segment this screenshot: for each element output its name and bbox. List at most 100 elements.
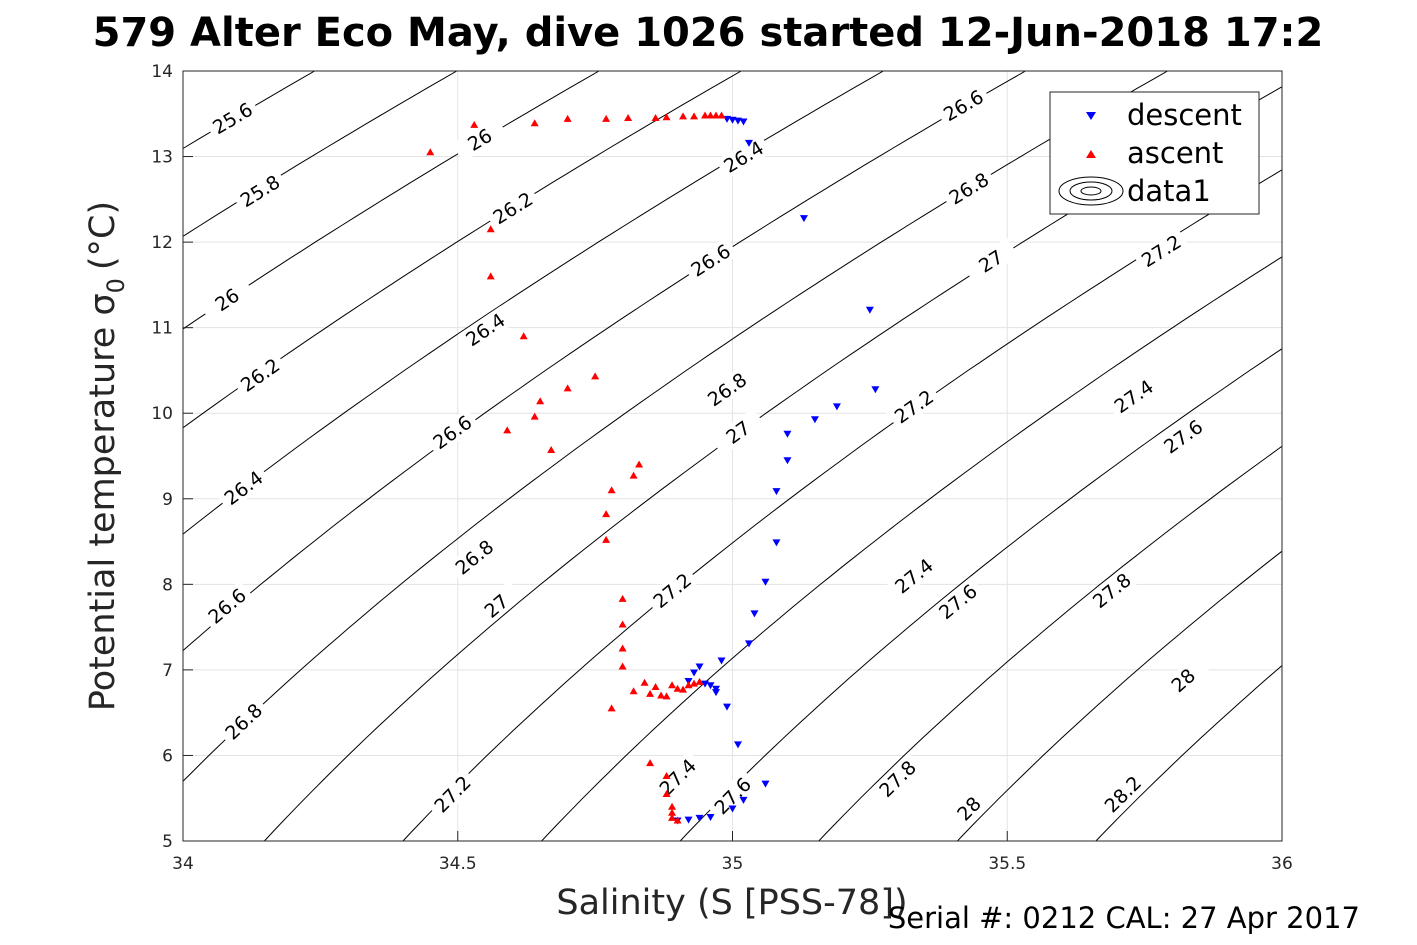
ascent-point [646, 689, 655, 697]
contour-label-bg [699, 365, 755, 414]
ascent-point [635, 460, 644, 468]
legend-data1-label: data1 [1127, 174, 1211, 208]
ascent-point [629, 687, 638, 695]
contour-line [1095, 664, 1282, 841]
contour-label-bg [886, 382, 942, 431]
ascent-point [651, 114, 660, 122]
x-tick-label: 35.5 [988, 854, 1026, 874]
ascent-point [668, 808, 677, 816]
contour-label-bg [1096, 767, 1149, 821]
x-axis-ticks: 34 34.5 35 35.5 36 [172, 831, 1293, 874]
contour-line [183, 71, 316, 150]
contour-line [183, 71, 458, 237]
contour-label-bg [715, 133, 772, 180]
descent-point [733, 117, 742, 125]
contour-label-bg [1133, 227, 1189, 274]
ascent-point [706, 111, 715, 119]
ascent-point [618, 620, 627, 628]
ascent-point [607, 486, 616, 494]
contour-label-bg [216, 463, 271, 513]
legend-descent-label: descent [1127, 98, 1242, 132]
ascent-point [651, 683, 660, 690]
ascent-point [547, 446, 556, 454]
descent-point [739, 118, 748, 126]
y-axis-label-subscript: 0 [102, 278, 130, 293]
ascent-point [657, 691, 666, 699]
descent-point [733, 741, 742, 749]
contour-line [818, 445, 1282, 841]
ascent-point [607, 704, 616, 712]
descent-point [810, 416, 819, 424]
descent-point [717, 657, 726, 665]
descent-point [783, 430, 792, 438]
contour-label-bg [232, 350, 288, 399]
x-tick-label: 34.5 [439, 854, 477, 874]
ascent-point [519, 332, 528, 340]
descent-point [865, 306, 874, 314]
contour-line [183, 71, 1027, 652]
contour-label-bg [216, 695, 270, 748]
ascent-point [679, 112, 688, 120]
ascent-point [717, 111, 726, 119]
contour-label-bg [962, 237, 1019, 285]
contour-label-bg [940, 165, 997, 212]
ascent-point [679, 685, 688, 693]
contour-label-bg [651, 750, 704, 803]
contour-label-bg [886, 550, 941, 601]
ascent-point [668, 681, 677, 689]
ascent-point [662, 692, 671, 700]
descent-point [783, 457, 792, 465]
contour-label-bg [682, 236, 739, 284]
ascent-point [618, 594, 627, 602]
contour-label-bg [424, 407, 480, 457]
ascent-point [701, 111, 710, 119]
descent-point [728, 805, 737, 813]
contour-label-bg [930, 576, 985, 627]
data-points [426, 111, 880, 825]
y-tick-label: 11 [151, 319, 173, 339]
ascent-point [536, 397, 545, 405]
descent-point [761, 578, 770, 586]
contour-label-bg [469, 580, 524, 631]
descent-point [706, 814, 715, 822]
ascent-point [591, 372, 600, 380]
y-axis-ticks: 5 6 7 8 9 10 11 12 13 14 [151, 62, 193, 852]
y-tick-label: 10 [151, 404, 173, 424]
y-axis-label-unit: (°C) [83, 201, 123, 270]
contour-label-bg [1106, 372, 1162, 420]
ascent-point [668, 813, 677, 821]
descent-point [695, 814, 704, 822]
ascent-point [530, 119, 539, 127]
ascent-point [602, 114, 611, 122]
contour-label-bg [484, 184, 541, 231]
descent-point [761, 780, 770, 788]
contour-label-bg [644, 565, 700, 616]
descent-point [712, 689, 721, 697]
contour-label-bg [232, 167, 288, 214]
x-tick-label: 34 [172, 854, 194, 874]
y-tick-label: 5 [162, 832, 173, 852]
contour-label-bg [710, 407, 766, 457]
ascent-point [668, 802, 677, 810]
descent-point [739, 796, 748, 804]
descent-point [772, 488, 781, 496]
contour-line [183, 71, 1169, 782]
y-tick-label: 6 [162, 746, 173, 766]
contour-label-bg [199, 580, 254, 631]
x-axis-label: Salinity (S [PSS-78]) [556, 883, 907, 923]
ascent-point [618, 644, 627, 652]
x-tick-label: 35 [722, 854, 744, 874]
descent-point [750, 610, 759, 618]
descent-point [695, 663, 704, 671]
ascent-point [695, 677, 704, 685]
ascent-point [640, 678, 649, 686]
descent-point [723, 703, 732, 711]
ascent-point [662, 771, 671, 779]
contour-line [183, 71, 743, 429]
ascent-point [563, 384, 572, 392]
descent-point [744, 640, 753, 648]
ascent-point [624, 114, 633, 122]
ascent-point [618, 662, 627, 670]
ascent-point [646, 759, 655, 767]
